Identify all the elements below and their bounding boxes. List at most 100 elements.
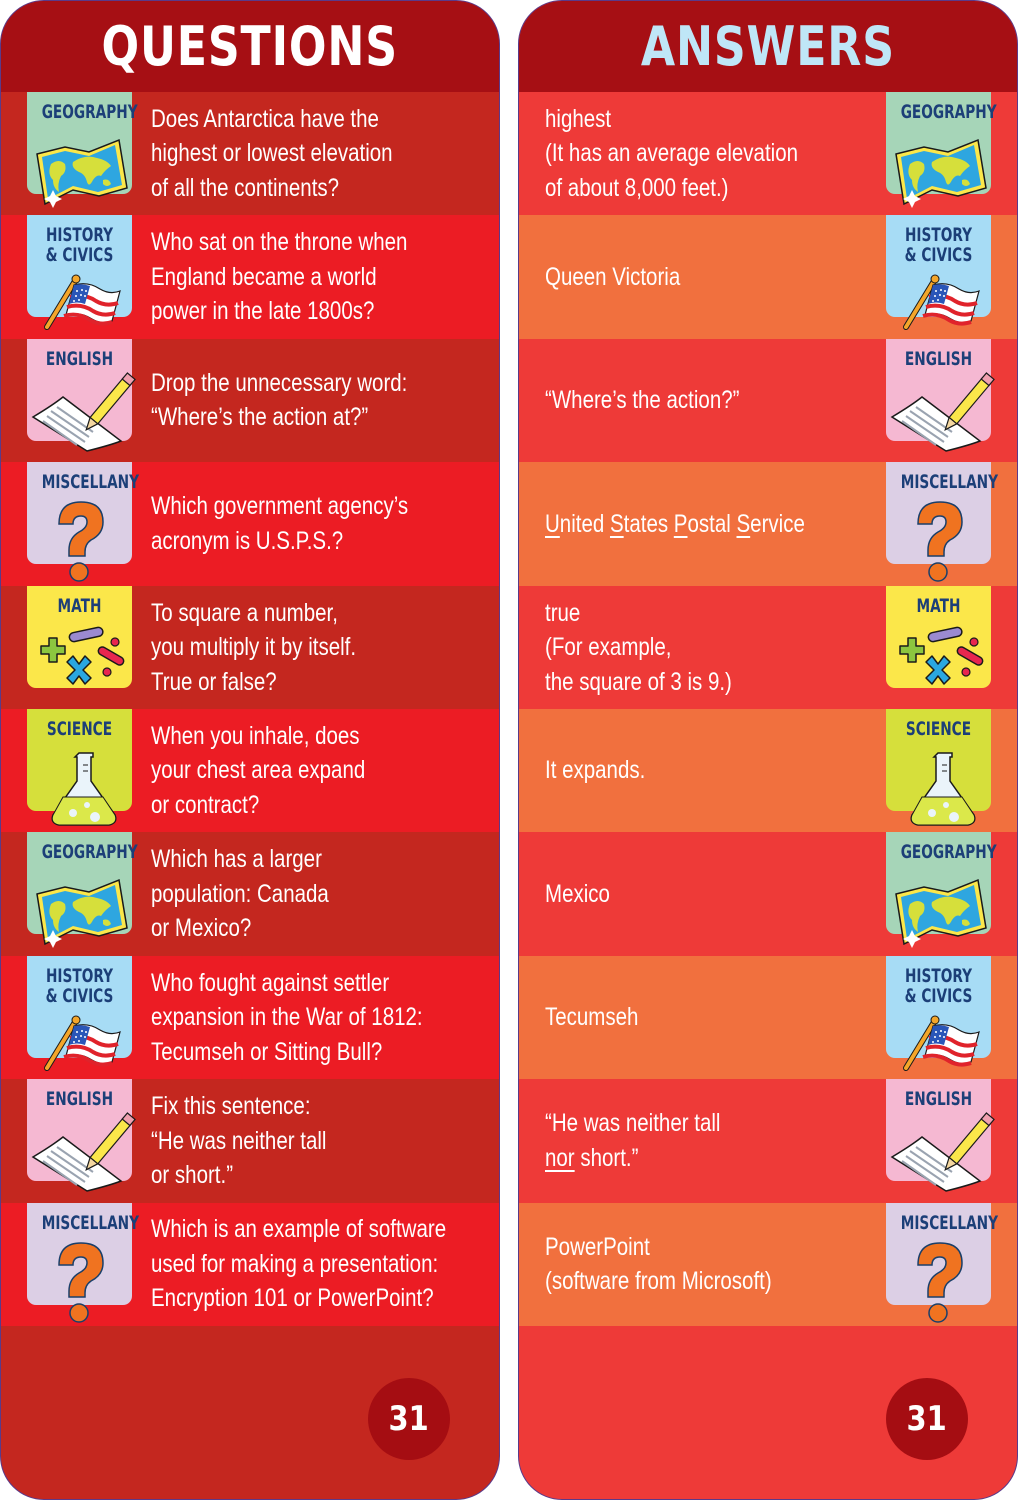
question-text: Which government agency’s acronym is U.S.… (151, 492, 409, 555)
pencil-paper-icon (890, 1112, 995, 1192)
map-icon (895, 879, 987, 949)
answer-text: PowerPoint (software from Microsoft) (545, 1232, 772, 1296)
category-label: MISCELLANY (41, 471, 140, 494)
question-text: When you inhale, does your chest area exp… (151, 721, 366, 819)
answer-row: GEOGRAPHY Mexico (519, 832, 1017, 956)
math-symbols-icon (40, 626, 125, 685)
flask-icon (51, 752, 117, 826)
question-row: GEOGRAPHY Which has a larger population: C… (1, 832, 499, 956)
question-mark-icon (58, 1241, 104, 1323)
category-label: HISTORY & CIVICS (45, 964, 114, 1007)
question-row: GEOGRAPHY Does Antarctica have the highest… (1, 92, 499, 216)
answer-row: ENGLISH “Where’s the action?” (519, 338, 1017, 463)
question-row: HISTORY & CIVICS Who fought against settle… (1, 955, 499, 1080)
question-text: Fix this sentence: “He was neither tall or… (151, 1092, 327, 1190)
category-tag-math: MATH (886, 585, 991, 688)
flask-icon (910, 752, 976, 826)
answer-row: MISCELLANY PowerPoint (software from Micro… (519, 1202, 1017, 1326)
category-label: MISCELLANY (900, 471, 999, 494)
question-text: Which has a larger population: Canada or M… (151, 845, 329, 943)
category-label: SCIENCE (905, 717, 972, 740)
category-label: HISTORY & CIVICS (45, 224, 114, 267)
answer-text: “He was neither tall nor short.” (545, 1109, 721, 1172)
answer-row: ENGLISH “He was neither tall nor short.” (519, 1079, 1017, 1203)
answer-text: United States Postal Service (545, 509, 805, 538)
pencil-paper-icon (890, 371, 995, 452)
map-icon (36, 879, 128, 949)
question-mark-icon (58, 501, 104, 582)
answer-row: HISTORY & CIVICS Tecumseh (519, 955, 1017, 1080)
question-row: SCIENCE When you inhale, does your chest a… (1, 708, 499, 833)
answer-text: Tecumseh (545, 1003, 639, 1032)
category-tag-geography: GEOGRAPHY (886, 92, 997, 208)
question-mark-icon (917, 501, 963, 582)
pencil-paper-icon (31, 371, 136, 452)
category-tag-history: HISTORY & CIVICS (886, 955, 991, 1071)
category-tag-geography: GEOGRAPHY (886, 832, 997, 949)
page-number-badge: 31 (886, 1378, 968, 1460)
category-tag-geography: GEOGRAPHY (27, 832, 138, 949)
flag-icon (44, 274, 121, 331)
flag-icon (44, 1015, 121, 1071)
category-label: GEOGRAPHY (41, 101, 138, 123)
answer-row: MATH true (For example, the square of 3 is … (519, 585, 1017, 709)
category-tag-misc: MISCELLANY (27, 462, 140, 582)
question-text: Drop the unnecessary word: “Where’s the a… (151, 368, 408, 432)
category-tag-english: ENGLISH (27, 338, 136, 452)
category-tag-geography: GEOGRAPHY (27, 92, 138, 208)
answers-title: ANSWERS (640, 15, 896, 78)
category-tag-history: HISTORY & CIVICS (27, 955, 132, 1071)
answer-text: highest (It has an average elevation of ab… (545, 104, 799, 202)
category-label: ENGLISH (45, 1088, 114, 1111)
answer-row: HISTORY & CIVICS Queen Victoria (519, 215, 1017, 339)
category-label: MISCELLANY (900, 1211, 999, 1234)
answer-text: “Where’s the action?” (545, 386, 740, 415)
question-row: ENGLISH Drop the unnecessary word: “Where’… (1, 338, 499, 463)
question-row: HISTORY & CIVICS Who sat on the throne whe… (1, 215, 499, 339)
category-tag-english: ENGLISH (27, 1079, 136, 1192)
questions-title: QUESTIONS (101, 15, 399, 78)
category-label: MATH (916, 594, 961, 617)
questions-header: QUESTIONS (1, 1, 499, 92)
category-label: SCIENCE (46, 717, 113, 740)
question-text: Does Antarctica have the highest or lowes… (151, 104, 393, 202)
category-label: MISCELLANY (41, 1211, 140, 1234)
category-label: ENGLISH (45, 347, 114, 370)
category-label: GEOGRAPHY (900, 101, 997, 123)
question-text: Who fought against settler expansion in t… (151, 968, 423, 1066)
question-row: MISCELLANY Which is an example of softwar… (1, 1202, 499, 1326)
flag-icon (903, 274, 980, 331)
category-label: HISTORY & CIVICS (904, 964, 973, 1007)
category-label: ENGLISH (904, 347, 973, 370)
answer-row: GEOGRAPHY highest (It has an average eleva… (519, 92, 1017, 216)
question-row: MATH To square a number, you multiply it b… (1, 585, 499, 709)
category-label: GEOGRAPHY (900, 841, 997, 864)
answer-row: SCIENCE It expands. (519, 708, 1017, 833)
category-tag-english: ENGLISH (886, 1079, 995, 1192)
answer-text: It expands. (545, 756, 646, 785)
category-tag-misc: MISCELLANY (27, 1202, 140, 1323)
category-tag-history: HISTORY & CIVICS (886, 215, 991, 331)
answers-list: GEOGRAPHY highest (It has an average eleva… (519, 92, 1017, 1326)
category-tag-science: SCIENCE (27, 708, 132, 826)
category-tag-history: HISTORY & CIVICS (27, 215, 132, 331)
math-symbols-icon (899, 626, 984, 685)
page-number-badge: 31 (368, 1378, 450, 1460)
map-icon (895, 138, 987, 208)
question-row: ENGLISH Fix this sentence: “He was neither… (1, 1079, 499, 1203)
category-tag-english: ENGLISH (886, 338, 995, 452)
category-tag-math: MATH (27, 585, 132, 688)
map-icon (36, 138, 128, 208)
question-text: Which is an example of software used for … (151, 1215, 447, 1313)
question-row: MISCELLANY Which government agency’s acron… (1, 462, 499, 586)
answer-text: Mexico (545, 879, 610, 908)
category-tag-science: SCIENCE (886, 708, 991, 826)
category-tag-misc: MISCELLANY (886, 462, 999, 582)
answer-text: true (For example, the square of 3 is 9.) (545, 598, 732, 696)
category-label: HISTORY & CIVICS (904, 224, 973, 267)
answers-card: ANSWERS GEOGRAPHY highest (It has an avera… (518, 0, 1018, 1500)
answer-text: Queen Victoria (545, 262, 681, 291)
category-label: ENGLISH (904, 1088, 973, 1111)
questions-list: GEOGRAPHY Does Antarctica have the highest… (1, 92, 499, 1326)
category-tag-misc: MISCELLANY (886, 1202, 999, 1323)
